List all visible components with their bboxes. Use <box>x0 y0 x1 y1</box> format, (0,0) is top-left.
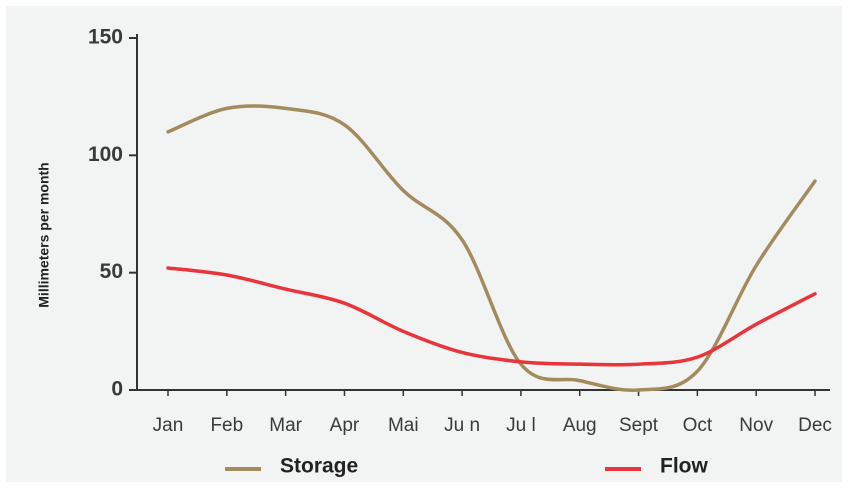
legend-label: Flow <box>660 455 708 478</box>
line <box>166 104 817 392</box>
y-tick-label: 0 <box>111 378 123 401</box>
x-tick-label: Feb <box>210 415 243 436</box>
x-tick-label: Apr <box>330 415 360 436</box>
plot-background <box>6 6 842 482</box>
legend-label: Storage <box>280 455 358 478</box>
x-tick-label: Sept <box>619 415 659 436</box>
x-tick-label: Aug <box>563 415 597 436</box>
x-tick-label: Dec <box>798 415 832 436</box>
x-tick-label: Ju l <box>506 415 536 436</box>
x-tick-label: Ju n <box>444 415 480 436</box>
x-tick-label: Oct <box>683 415 713 436</box>
x-tick-label: Jan <box>153 415 184 436</box>
x-tick-label: Mai <box>388 415 419 436</box>
y-tick-label: 50 <box>100 260 123 283</box>
y-axis-title: Millimeters per month <box>36 162 52 307</box>
y-tick-label: 100 <box>88 143 123 166</box>
y-tick-label: 150 <box>88 26 123 49</box>
x-tick-label: Nov <box>739 415 773 436</box>
line <box>166 266 817 367</box>
x-tick-label: Mar <box>269 415 302 436</box>
